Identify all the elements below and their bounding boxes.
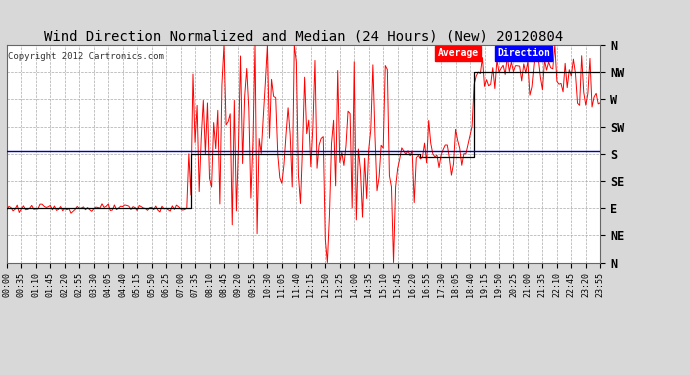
Text: Direction: Direction	[497, 48, 550, 58]
Text: Average: Average	[437, 48, 479, 58]
Title: Wind Direction Normalized and Median (24 Hours) (New) 20120804: Wind Direction Normalized and Median (24…	[44, 30, 563, 44]
Text: Copyright 2012 Cartronics.com: Copyright 2012 Cartronics.com	[8, 51, 164, 60]
